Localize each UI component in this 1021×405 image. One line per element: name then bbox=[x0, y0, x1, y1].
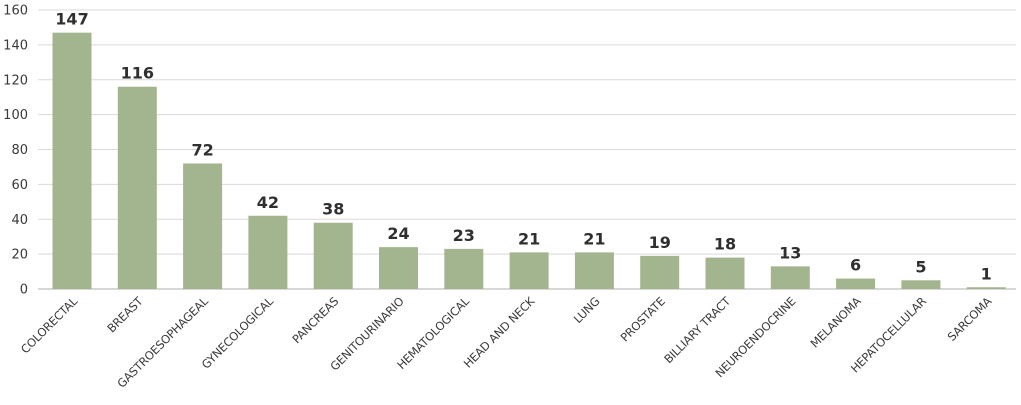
bar bbox=[836, 278, 876, 289]
y-tick-label: 0 bbox=[20, 283, 28, 298]
y-tick-label: 140 bbox=[3, 38, 28, 53]
data-label: 19 bbox=[649, 233, 671, 252]
data-label: 24 bbox=[387, 224, 409, 243]
y-tick-label: 60 bbox=[11, 178, 28, 193]
data-label: 42 bbox=[257, 193, 279, 212]
x-tick-label: LUNG bbox=[571, 294, 603, 326]
data-label: 21 bbox=[518, 229, 540, 248]
y-tick-label: 120 bbox=[3, 73, 28, 88]
y-tick-label: 40 bbox=[11, 213, 28, 228]
data-label: 5 bbox=[915, 257, 926, 276]
y-tick-label: 20 bbox=[11, 248, 28, 263]
data-label: 1 bbox=[981, 264, 992, 283]
bar bbox=[248, 215, 288, 289]
bar bbox=[705, 257, 745, 289]
data-label: 21 bbox=[583, 229, 605, 248]
data-label: 116 bbox=[121, 64, 154, 83]
bar bbox=[966, 287, 1006, 289]
bars bbox=[52, 32, 1006, 289]
data-label: 18 bbox=[714, 235, 736, 254]
bar bbox=[183, 163, 223, 289]
bar bbox=[770, 266, 810, 289]
bar bbox=[52, 32, 92, 289]
x-tick-label: BILLIARY TRACT bbox=[661, 293, 734, 366]
bar bbox=[574, 252, 614, 289]
bar bbox=[640, 255, 680, 289]
y-tick-label: 160 bbox=[3, 4, 28, 19]
bar bbox=[313, 222, 353, 289]
y-axis-ticks: 0 20 40 60 80 100 120 140 160 bbox=[3, 4, 28, 298]
data-labels: 147 116 72 42 38 24 23 21 21 19 18 13 6 5 1 bbox=[55, 10, 991, 284]
x-tick-label: SARCOMA bbox=[945, 294, 995, 344]
x-tick-label: MELANOMA bbox=[807, 294, 863, 350]
x-tick-label: BREAST bbox=[104, 293, 146, 335]
data-label: 147 bbox=[55, 10, 88, 29]
data-label: 6 bbox=[850, 256, 861, 275]
x-tick-label: PANCREAS bbox=[289, 294, 341, 346]
bar bbox=[444, 248, 484, 289]
data-label: 13 bbox=[779, 243, 801, 262]
x-tick-label: PROSTATE bbox=[618, 294, 668, 344]
x-tick-label: COLORECTAL bbox=[18, 294, 81, 357]
y-tick-label: 100 bbox=[3, 108, 28, 123]
x-axis-ticks: COLORECTAL BREASTGASTROESOPHAGEALGYNECOLO… bbox=[18, 293, 995, 390]
data-label: 23 bbox=[453, 226, 475, 245]
bar bbox=[379, 247, 418, 289]
bar bbox=[117, 86, 157, 289]
x-tick-label: GYNECOLOGICAL bbox=[199, 294, 277, 372]
data-label: 72 bbox=[191, 140, 213, 159]
x-tick-label: HEAD AND NECK bbox=[461, 294, 538, 371]
y-tick-label: 80 bbox=[11, 143, 28, 158]
data-label: 38 bbox=[322, 200, 344, 219]
bar bbox=[509, 252, 549, 289]
bar bbox=[901, 280, 941, 289]
